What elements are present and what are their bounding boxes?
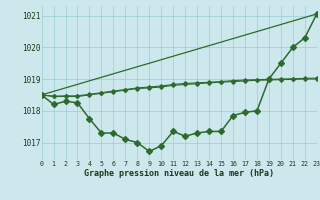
X-axis label: Graphe pression niveau de la mer (hPa): Graphe pression niveau de la mer (hPa) (84, 169, 274, 178)
